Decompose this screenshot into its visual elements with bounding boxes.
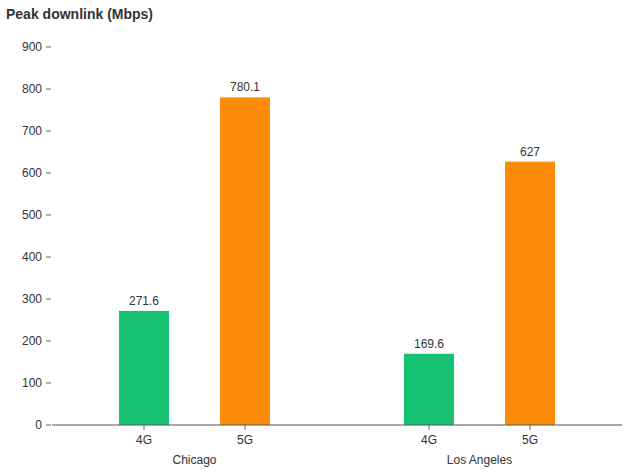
x-tick	[530, 425, 531, 430]
y-tick	[46, 383, 51, 384]
data-label: 169.6	[414, 337, 444, 351]
chart-container: Peak downlink (Mbps) 0 100 200 300 400 500 600 7…	[0, 0, 630, 474]
y-tick	[46, 257, 51, 258]
y-tick-label: 400	[22, 250, 42, 264]
x-axis: 4G 5G Chicago 4G 5G Los Angeles	[52, 425, 622, 467]
data-label: 271.6	[129, 294, 159, 308]
y-tick-label: 100	[22, 376, 42, 390]
y-tick-label: 800	[22, 82, 42, 96]
category-label: Los Angeles	[447, 453, 512, 467]
y-tick-label: 700	[22, 124, 42, 138]
y-tick	[46, 89, 51, 90]
bar	[404, 354, 454, 425]
y-tick	[46, 299, 51, 300]
bars	[119, 97, 555, 425]
y-tick	[46, 341, 51, 342]
data-label: 780.1	[230, 80, 260, 94]
y-tick	[46, 131, 51, 132]
y-tick-label: 600	[22, 166, 42, 180]
x-tick-label: 4G	[136, 433, 152, 447]
category-label: Chicago	[172, 453, 216, 467]
chart-svg: Peak downlink (Mbps) 0 100 200 300 400 500 600 7…	[0, 0, 630, 474]
bar	[220, 97, 270, 425]
y-tick-label: 200	[22, 334, 42, 348]
bar	[505, 162, 555, 425]
x-tick	[245, 425, 246, 430]
y-tick	[46, 47, 51, 48]
x-tick	[429, 425, 430, 430]
y-tick-label: 0	[35, 418, 42, 432]
y-axis: 0 100 200 300 400 500 600 700 800 900	[22, 40, 51, 432]
x-tick-label: 5G	[522, 433, 538, 447]
y-tick-label: 500	[22, 208, 42, 222]
y-tick-label: 900	[22, 40, 42, 54]
x-tick-label: 4G	[421, 433, 437, 447]
y-tick	[46, 425, 51, 426]
y-tick	[46, 173, 51, 174]
chart-title: Peak downlink (Mbps)	[6, 6, 153, 22]
y-tick-label: 300	[22, 292, 42, 306]
data-label: 627	[520, 145, 540, 159]
bar	[119, 311, 169, 425]
data-labels: 271.6 780.1 169.6 627	[129, 80, 540, 350]
y-tick	[46, 215, 51, 216]
x-tick-label: 5G	[237, 433, 253, 447]
x-tick	[144, 425, 145, 430]
x-axis-line	[52, 425, 622, 426]
